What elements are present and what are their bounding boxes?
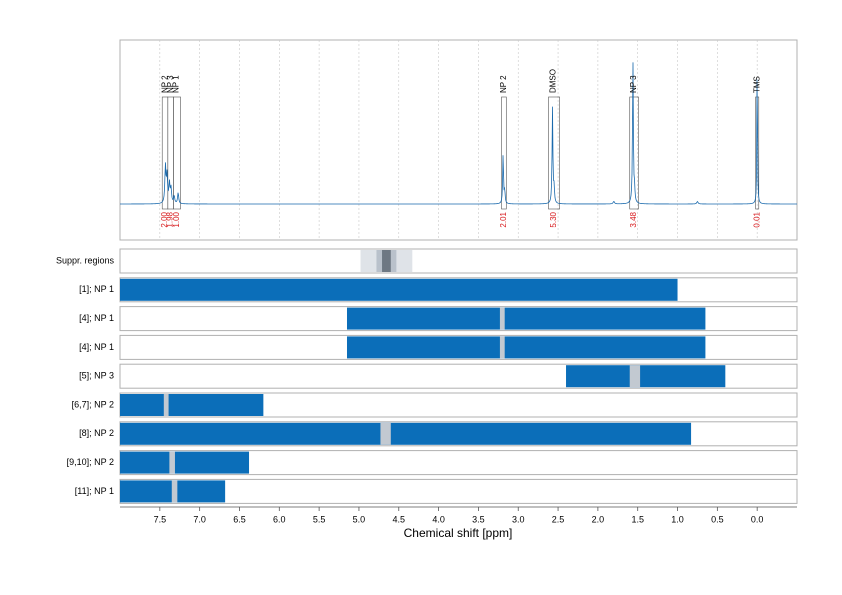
peak-label: NP 2	[161, 75, 170, 93]
integration-box	[548, 96, 560, 210]
x-tick-label: 1.0	[671, 514, 684, 524]
x-tick-label: 5.5	[313, 514, 326, 524]
integration-box	[501, 96, 507, 210]
x-tick-label: 4.0	[432, 514, 445, 524]
suppressed-gap	[499, 307, 505, 330]
multiplet-bar	[346, 307, 706, 330]
integral-value: 0.01	[752, 211, 761, 227]
x-tick-label: 3.0	[512, 514, 525, 524]
multiplet-rows: Suppr. regions [1]; NP 1 [4]; NP 1 [4]; NP …	[56, 248, 798, 504]
row-label: [4]; NP 1	[79, 313, 114, 323]
multiplet-bar	[120, 451, 250, 474]
row: [4]; NP 1	[79, 334, 798, 360]
integral-value: 5.30	[549, 211, 558, 227]
peak-label: TMS	[752, 76, 761, 93]
multiplet-bar	[566, 365, 726, 388]
row: [5]; NP 3	[79, 363, 798, 389]
x-tick-label: 6.0	[273, 514, 286, 524]
integral-values: 2.001.981.00 2.01 5.30 3.48 0.01	[160, 211, 761, 227]
row-label: [11]; NP 1	[75, 486, 114, 496]
integration-box	[629, 96, 639, 210]
row-label: Suppr. regions	[56, 255, 115, 265]
integration-boxes	[161, 96, 760, 210]
row: Suppr. regions	[56, 248, 798, 274]
spectrum-panel: NP 2NP 3NP 1 NP 2 DMSO NP 3 TMS 2.001.981.00…	[119, 39, 798, 241]
row-label: [5]; NP 3	[79, 371, 114, 381]
x-tick-label: 2.0	[592, 514, 605, 524]
peak-label: NP 3	[629, 75, 638, 93]
row-frame	[119, 478, 798, 504]
peak-label: NP 1	[172, 75, 181, 93]
spectrum-line	[120, 62, 797, 205]
multiplet-bar	[346, 336, 706, 359]
suppressed-gap	[499, 336, 505, 359]
row: [9,10]; NP 2	[67, 450, 798, 476]
suppressed-gap	[169, 451, 175, 474]
peak-labels: NP 2NP 3NP 1 NP 2 DMSO NP 3 TMS	[161, 69, 762, 93]
peak-label: NP 3	[166, 75, 175, 93]
x-tick-label: 7.5	[154, 514, 167, 524]
row: [4]; NP 1	[79, 306, 798, 332]
x-axis: 7.5 7.0 6.5 6.0 5.5 5.0 4.5 4.0 3.5 3.0 2.5 2.0 1.5 1…	[120, 506, 797, 524]
spectrum-frame	[119, 39, 798, 241]
integration-box	[173, 96, 181, 210]
x-tick-label: 4.5	[393, 514, 406, 524]
suppressed-gap	[163, 394, 169, 416]
x-tick-label: 7.0	[193, 514, 206, 524]
row: [1]; NP 1	[79, 277, 798, 303]
peak-label: NP 2	[499, 75, 508, 93]
x-tick-label: 0.0	[751, 514, 764, 524]
x-tick-label: 2.5	[552, 514, 565, 524]
multiplet-bar	[120, 422, 692, 445]
suppression-region	[382, 250, 391, 272]
row: [11]; NP 1	[75, 478, 798, 504]
integral-value: 3.48	[629, 211, 638, 227]
x-tick-label: 0.5	[711, 514, 724, 524]
row-label: [8]; NP 2	[79, 428, 114, 438]
x-tick-label: 5.0	[353, 514, 366, 524]
x-axis-label: Chemical shift [ppm]	[404, 526, 513, 540]
x-tick-label: 6.5	[233, 514, 246, 524]
x-tick-label: 3.5	[472, 514, 485, 524]
row: [8]; NP 2	[79, 421, 798, 447]
row-label: [4]; NP 1	[79, 342, 114, 352]
row: [6,7]; NP 2	[72, 392, 798, 418]
suppressed-gap	[171, 480, 178, 503]
integral-value: 1.00	[172, 211, 181, 227]
x-tick-label: 1.5	[631, 514, 644, 524]
integral-value: 2.00	[160, 211, 169, 227]
spectrum-gridlines	[159, 40, 758, 240]
row-label: [9,10]; NP 2	[67, 457, 114, 467]
row-label: [6,7]; NP 2	[72, 399, 114, 409]
peak-label: DMSO	[548, 69, 557, 93]
multiplet-bar	[120, 278, 678, 301]
row-frame	[119, 248, 798, 274]
multiplet-bar	[120, 394, 264, 416]
integral-value: 2.01	[499, 211, 508, 227]
integral-value: 1.98	[166, 211, 175, 227]
row-label: [1]; NP 1	[79, 284, 114, 294]
suppressed-gap	[629, 365, 641, 388]
suppressed-gap	[380, 422, 391, 445]
